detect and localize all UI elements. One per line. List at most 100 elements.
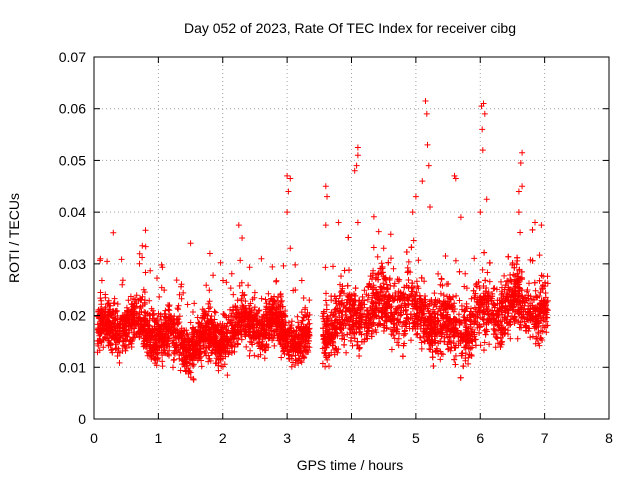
data-point xyxy=(156,293,163,300)
data-point xyxy=(293,342,299,349)
data-point xyxy=(180,289,187,296)
data-points xyxy=(94,98,551,383)
data-point xyxy=(297,358,304,364)
data-point xyxy=(152,360,159,367)
data-point xyxy=(148,354,155,361)
data-point xyxy=(324,193,330,200)
data-point xyxy=(288,318,295,325)
data-point xyxy=(482,331,489,338)
data-point xyxy=(542,290,549,296)
data-point xyxy=(171,321,178,328)
data-point xyxy=(457,214,464,221)
data-point xyxy=(442,253,449,259)
data-point xyxy=(306,331,313,338)
data-point xyxy=(380,245,387,252)
data-point xyxy=(322,297,329,304)
data-point xyxy=(350,330,356,337)
data-point xyxy=(235,335,242,341)
data-point xyxy=(269,337,276,344)
data-point xyxy=(148,328,155,335)
data-point xyxy=(323,290,329,297)
data-point xyxy=(155,327,162,333)
data-point xyxy=(227,336,234,343)
data-point xyxy=(305,316,312,323)
data-point xyxy=(134,314,141,321)
data-point xyxy=(155,332,162,339)
data-point xyxy=(278,319,285,326)
data-point xyxy=(246,312,253,318)
data-point xyxy=(128,318,135,325)
data-point xyxy=(271,305,278,312)
data-point xyxy=(187,319,194,326)
data-point xyxy=(130,302,137,309)
data-point xyxy=(431,290,438,297)
data-point xyxy=(388,346,395,353)
data-point xyxy=(247,338,254,345)
data-point xyxy=(290,346,297,353)
data-point xyxy=(472,336,479,343)
data-point xyxy=(175,316,182,323)
data-point xyxy=(374,253,381,260)
data-point xyxy=(163,326,170,333)
data-point xyxy=(133,292,140,299)
data-point xyxy=(137,296,144,303)
data-point xyxy=(250,321,257,328)
data-point xyxy=(111,336,118,343)
data-point xyxy=(237,317,244,324)
data-point xyxy=(176,291,183,298)
y-tick-label: 0.04 xyxy=(59,204,86,220)
data-point xyxy=(391,283,397,290)
data-point xyxy=(237,257,244,264)
data-point xyxy=(239,235,246,241)
x-tick-label: 7 xyxy=(541,430,549,446)
data-point xyxy=(121,343,128,350)
data-point xyxy=(189,325,196,332)
data-point xyxy=(372,326,379,333)
data-point xyxy=(319,345,326,352)
data-point xyxy=(98,339,105,346)
data-point xyxy=(462,270,469,277)
data-point xyxy=(180,331,187,337)
data-point xyxy=(424,141,431,148)
data-point xyxy=(201,315,208,322)
data-point xyxy=(300,353,307,360)
data-point xyxy=(468,295,475,302)
data-point xyxy=(97,336,103,342)
data-point xyxy=(246,302,252,309)
data-point xyxy=(220,277,226,284)
data-point xyxy=(231,348,238,355)
data-point xyxy=(413,331,420,338)
data-point xyxy=(385,259,392,266)
data-point xyxy=(177,367,184,374)
data-point xyxy=(279,337,286,344)
y-axis-label: ROTI / TECUs xyxy=(6,193,22,283)
data-point xyxy=(236,282,243,289)
data-point xyxy=(140,341,147,347)
data-point xyxy=(292,356,299,363)
data-point xyxy=(338,273,344,280)
data-point xyxy=(265,290,272,297)
data-point xyxy=(356,353,363,359)
data-point xyxy=(436,298,443,305)
data-point xyxy=(95,308,102,315)
data-point xyxy=(232,331,239,338)
data-point xyxy=(156,344,163,351)
data-point xyxy=(387,231,394,238)
data-point xyxy=(228,270,235,277)
data-point xyxy=(421,278,428,285)
data-point xyxy=(198,363,205,370)
data-point xyxy=(408,337,414,344)
data-point xyxy=(166,347,173,354)
data-point xyxy=(206,250,213,257)
data-point xyxy=(302,323,309,330)
data-point xyxy=(243,343,250,350)
data-point xyxy=(118,315,125,322)
data-point xyxy=(116,359,123,366)
data-point xyxy=(295,335,302,342)
data-point xyxy=(115,349,121,356)
data-point xyxy=(96,347,103,354)
data-point xyxy=(486,259,493,266)
data-point xyxy=(526,280,532,287)
data-point xyxy=(490,285,497,292)
data-point xyxy=(326,363,332,370)
